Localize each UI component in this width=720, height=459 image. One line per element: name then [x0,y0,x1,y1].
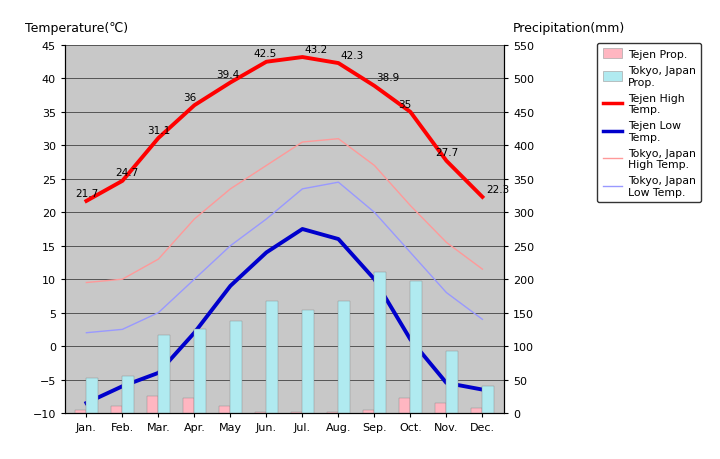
Bar [446,351,458,413]
Bar [75,410,86,413]
Bar [435,403,446,413]
Bar [230,321,242,413]
Bar [471,408,482,413]
Text: Precipitation(mm): Precipitation(mm) [513,22,625,35]
Bar [374,273,386,413]
Text: 27.7: 27.7 [436,148,459,158]
Bar [255,412,266,413]
Bar [302,310,314,413]
Text: 38.9: 38.9 [376,73,400,83]
Bar [338,301,350,413]
Bar [86,378,98,413]
Bar [363,410,374,413]
Bar [266,301,278,413]
Text: Temperature(℃): Temperature(℃) [25,22,128,35]
Text: 22.3: 22.3 [486,184,509,194]
Bar [482,386,494,413]
Bar [111,406,122,413]
Bar [410,281,422,413]
Bar [122,376,134,413]
Bar [147,397,158,413]
Bar [327,412,338,413]
Text: 21.7: 21.7 [76,188,99,198]
Bar [399,398,410,413]
Text: 35: 35 [397,99,411,109]
Text: 42.5: 42.5 [253,49,277,59]
Text: 39.4: 39.4 [216,70,239,80]
Bar [183,398,194,413]
Text: 42.3: 42.3 [340,50,364,61]
Legend: Tejen Prop., Tokyo, Japan
Prop., Tejen High
Temp., Tejen Low
Temp., Tokyo, Japan: Tejen Prop., Tokyo, Japan Prop., Tejen H… [598,44,701,203]
Text: 31.1: 31.1 [148,125,171,135]
Bar [291,412,302,413]
Bar [194,330,206,413]
Text: 24.7: 24.7 [115,168,138,178]
Bar [219,406,230,413]
Text: 43.2: 43.2 [304,45,328,55]
Bar [158,335,170,413]
Text: 36: 36 [184,93,197,103]
